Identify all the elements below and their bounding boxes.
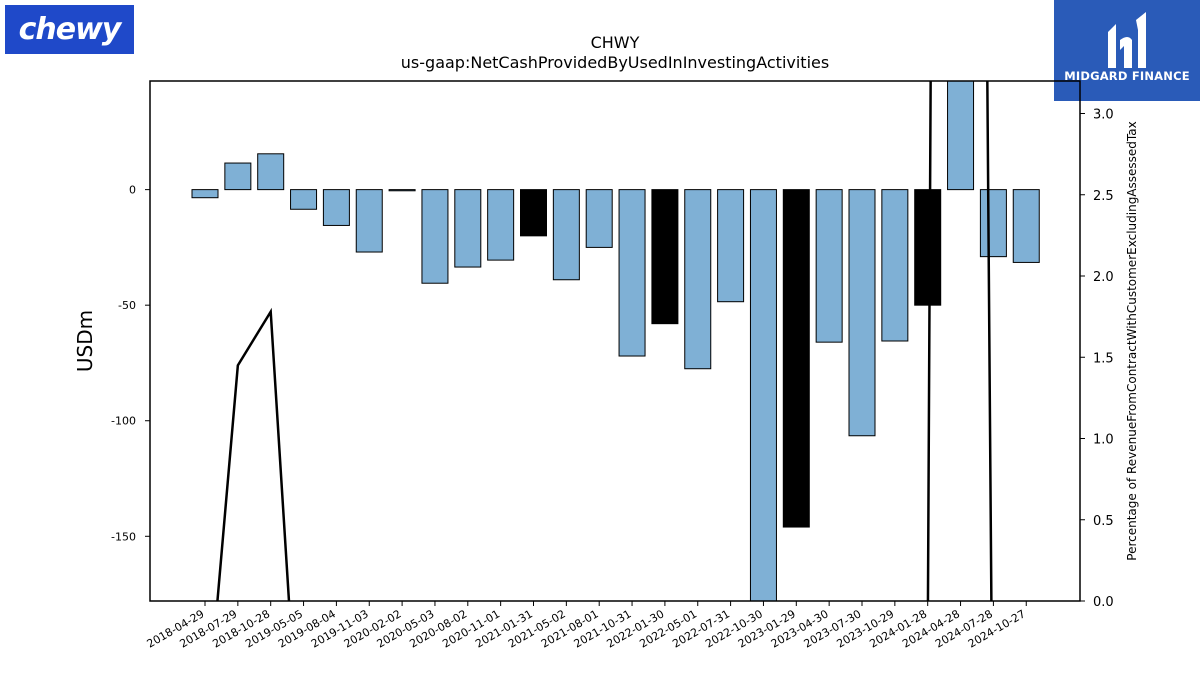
bars-group — [191, 81, 1040, 601]
bar — [257, 153, 285, 191]
midgard-mark-icon — [1108, 12, 1146, 68]
bar — [815, 189, 843, 343]
y-tick-label: -150 — [111, 530, 136, 543]
chart-subtitle: us-gaap:NetCashProvidedByUsedInInvesting… — [401, 53, 829, 72]
bar — [388, 189, 416, 192]
chewy-logo-text: chewy — [18, 12, 122, 47]
y2-axis-label: Percentage of RevenueFromContractWithCus… — [1125, 121, 1139, 560]
bar — [684, 189, 712, 370]
bar — [454, 189, 482, 268]
bar — [979, 189, 1007, 258]
y2-tick-label: 2.5 — [1093, 189, 1114, 204]
line-series-segment — [926, 81, 993, 601]
y2-tick-label: 0.5 — [1093, 514, 1114, 529]
bar — [520, 189, 547, 237]
bar — [651, 189, 679, 325]
bar — [717, 189, 745, 303]
bar — [191, 189, 219, 199]
line-series-group — [216, 81, 993, 601]
y2-tick-label: 1.0 — [1093, 433, 1114, 448]
bar — [782, 189, 810, 528]
bar — [749, 189, 777, 601]
y2-tick-label: 3.0 — [1093, 108, 1114, 123]
bar — [585, 189, 613, 248]
line-series — [216, 307, 291, 601]
y-tick-label: -50 — [118, 299, 136, 312]
plot-frame — [149, 80, 1081, 602]
bar — [881, 189, 909, 342]
bar — [421, 189, 449, 284]
bar — [552, 189, 580, 281]
axes-group — [149, 80, 1081, 602]
midgard-finance-logo: MIDGARD FINANCE — [1054, 0, 1200, 101]
bar — [322, 189, 350, 226]
bar — [355, 189, 383, 253]
bar — [848, 189, 876, 437]
bar — [947, 81, 975, 191]
y2-tick-label: 0.0 — [1093, 595, 1114, 610]
y2-tick-label: 2.0 — [1093, 270, 1114, 285]
bar — [618, 189, 646, 357]
y-tick-label: 0 — [129, 184, 136, 197]
chart-title: CHWY — [591, 33, 640, 52]
bar — [290, 189, 318, 210]
y2-tick-label: 1.5 — [1093, 351, 1114, 366]
y-axis-label: USDm — [73, 310, 97, 372]
bar — [914, 189, 942, 306]
bar — [487, 189, 515, 261]
midgard-finance-name: MIDGARD FINANCE — [1064, 69, 1190, 83]
bar — [224, 162, 252, 191]
y-tick-label: -100 — [111, 415, 136, 428]
chewy-logo: chewy — [5, 5, 134, 54]
bar — [1012, 189, 1040, 263]
